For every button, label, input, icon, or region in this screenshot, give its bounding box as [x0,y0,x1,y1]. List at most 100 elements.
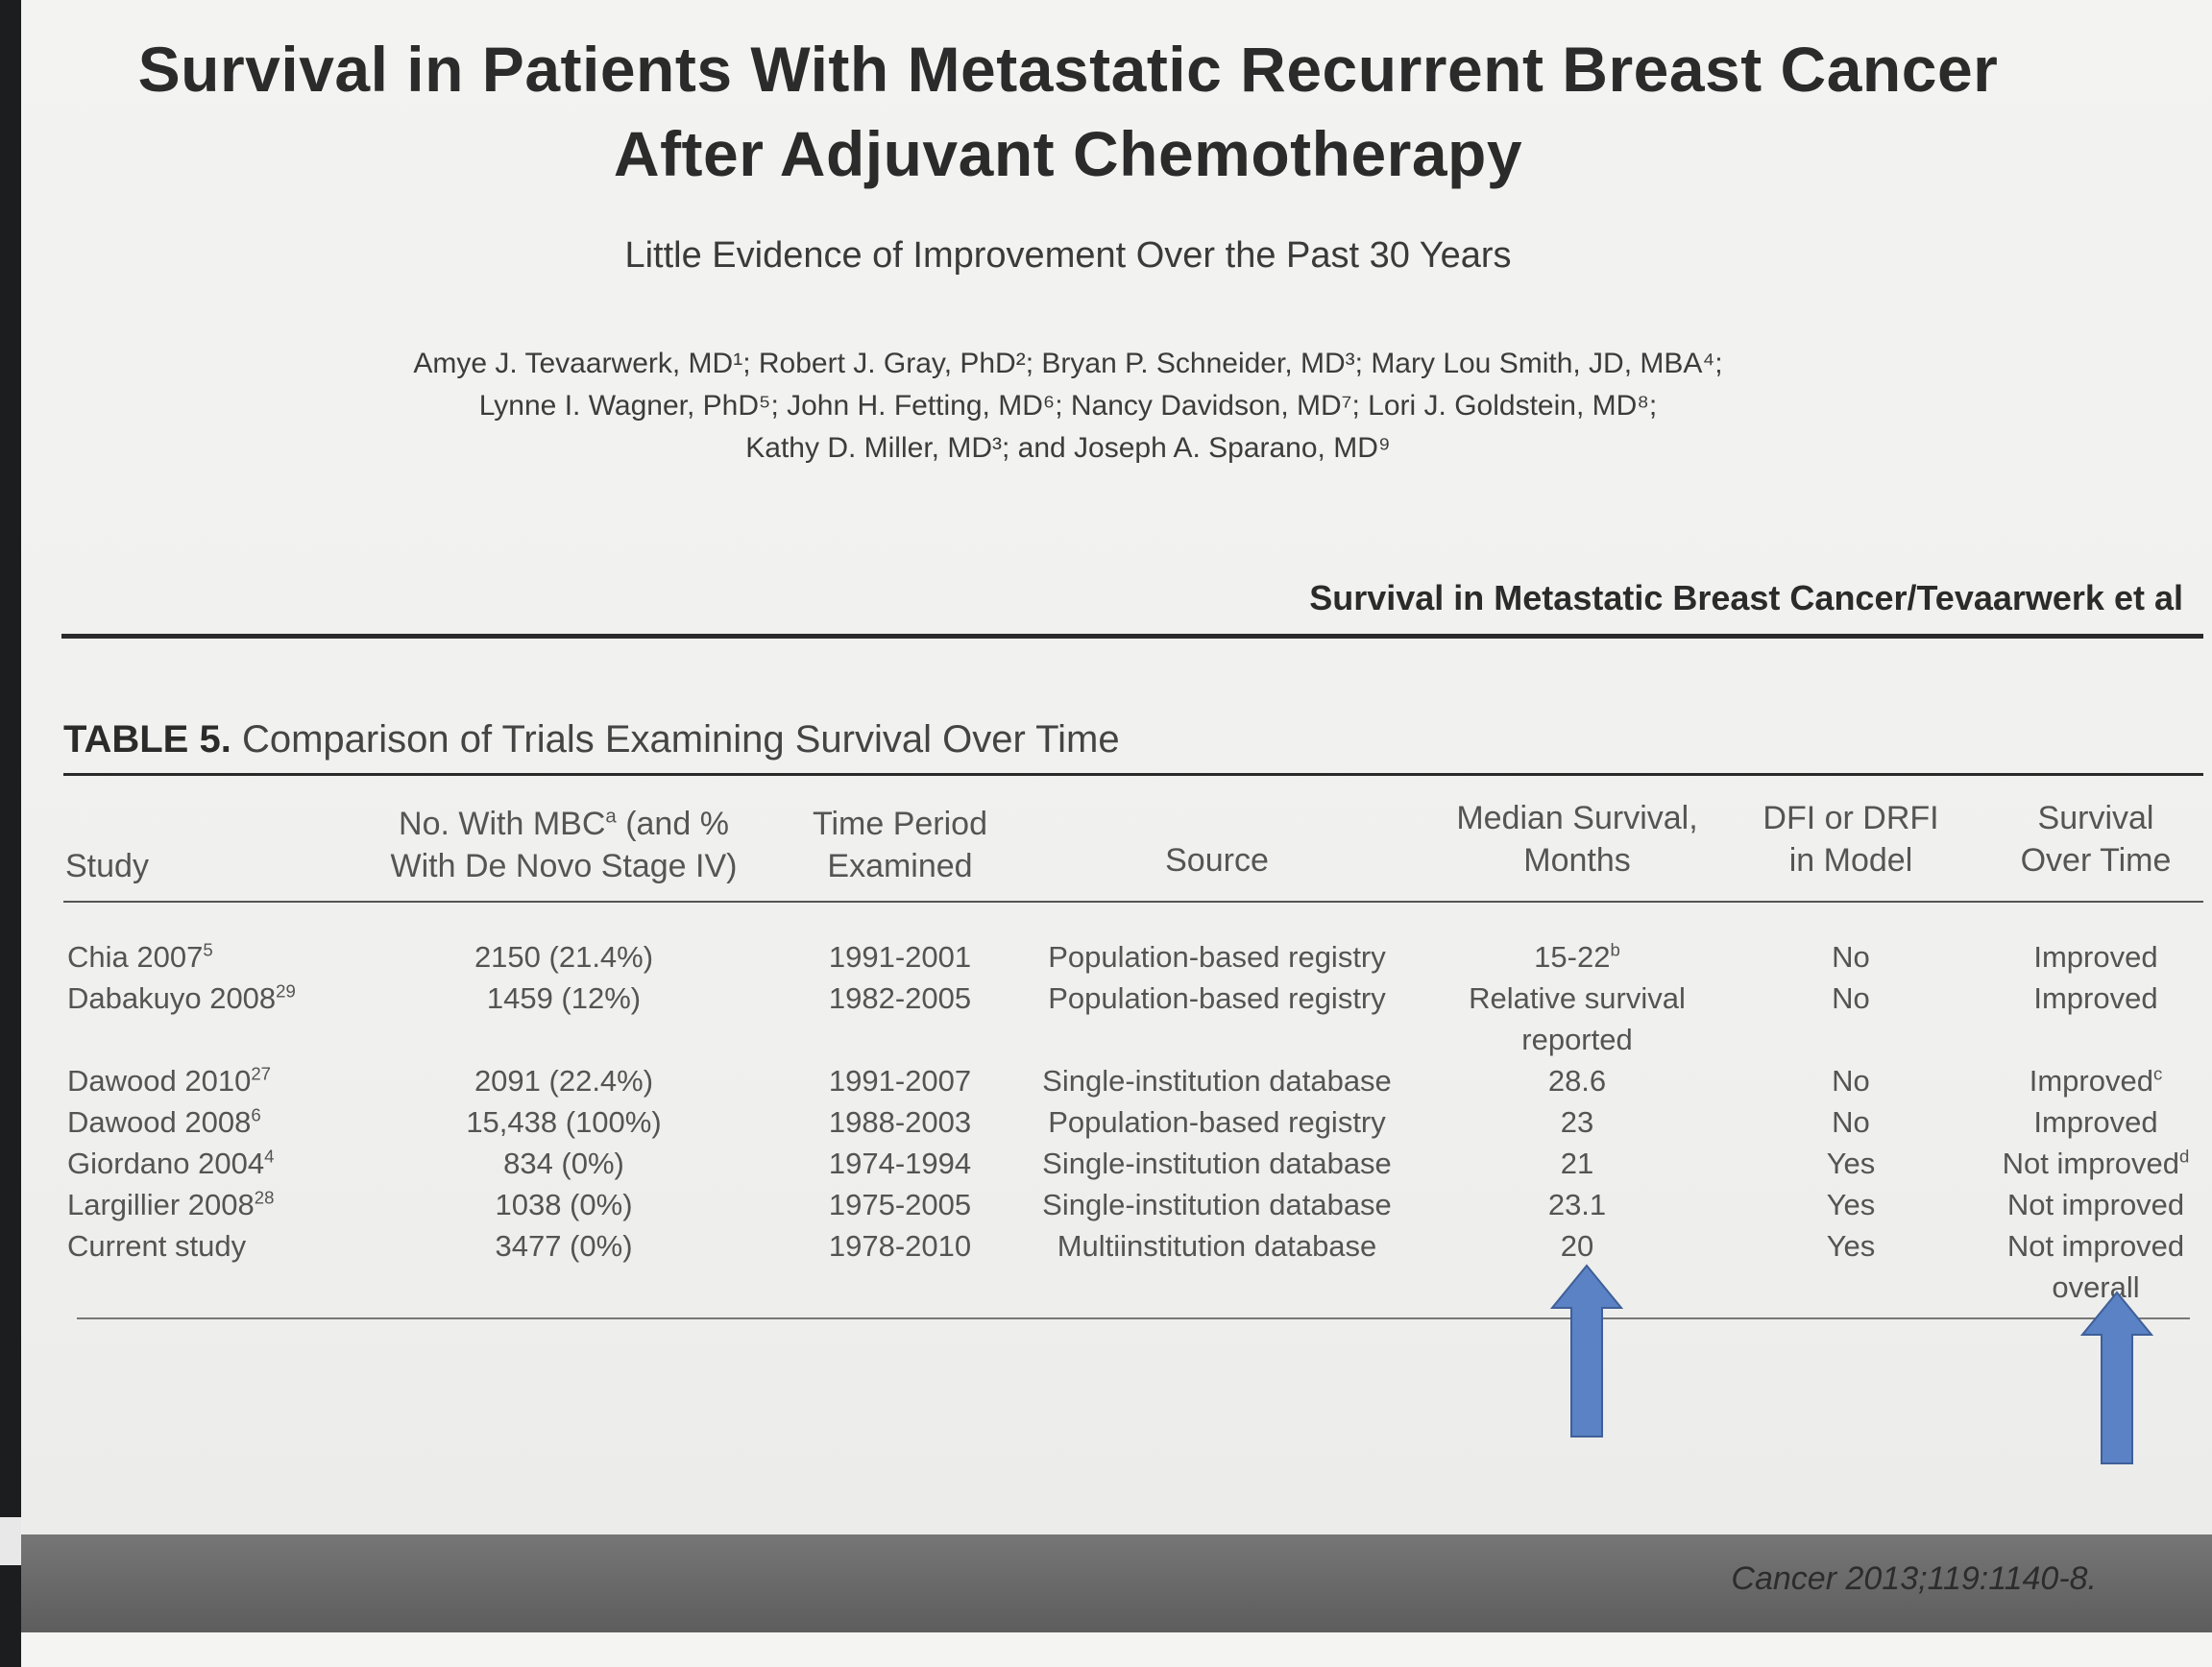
cell-mbc-text: 2150 (21.4%) [474,940,654,974]
subtitle: Little Evidence of Improvement Over the … [624,235,1512,276]
cell-study: Largillier 200828 [67,1184,375,1225]
cell-survival-sup: d [2179,1146,2190,1167]
col-header-median-line2: Months [1523,842,1631,879]
cell-mbc: 1038 (0%) [357,1184,770,1225]
col-header-mbc-sup: a [605,806,617,828]
title-line-1: Survival in Patients With Metastatic Rec… [137,34,1999,105]
cell-source-text: Single-institution database [1042,1064,1392,1098]
authors-line-2: Lynne I. Wagner, PhD⁵; John H. Fetting, … [478,390,1658,422]
col-header-dfi-line2: in Model [1788,842,1913,879]
cell-survival: Not improved [1981,1184,2211,1225]
cell-median-text: 28.6 [1547,1064,1607,1098]
col-header-survival-line1: Survival [2037,800,2154,836]
cell-study-text: Dabakuyo 2008 [67,981,277,1015]
col-header-survival: Survival Over Time [1981,797,2211,882]
cell-survival-sup: c [2152,1063,2163,1084]
cell-period: 1975-2005 [790,1184,1010,1225]
cell-period-text: 1988-2003 [828,1105,972,1139]
table-label: TABLE 5. [63,718,231,761]
cell-median-line2: reported [1521,1023,1633,1056]
cell-survival: Improved [1981,1101,2211,1143]
cell-source: Single-institution database [1030,1184,1404,1225]
cell-median-text: 20 [1560,1229,1594,1263]
cell-study-sup: 4 [264,1146,275,1167]
cell-study: Current study [67,1225,375,1267]
cell-median: 15-22b [1433,936,1721,978]
col-header-study: Study [65,848,149,884]
cell-survival-text: Improved [2033,940,2158,974]
col-header-mbc-tail: (and % [616,806,729,842]
cell-dfi: Yes [1740,1184,1961,1225]
cell-period: 1974-1994 [790,1143,1010,1184]
cell-survival-text: Not improved [2006,1229,2185,1263]
cell-dfi: No [1740,1101,1961,1143]
cell-source: Multiinstitution database [1030,1225,1404,1267]
cell-period-text: 1978-2010 [828,1229,972,1263]
cell-study-sup: 27 [251,1063,272,1084]
cell-period: 1982-2005 [790,978,1010,1019]
cell-period-text: 1991-2007 [828,1064,972,1098]
title-line-2: After Adjuvant Chemotherapy [613,118,1523,189]
col-header-mbc-line2: With De Novo Stage IV) [390,848,738,884]
cell-mbc: 834 (0%) [357,1143,770,1184]
cell-mbc: 3477 (0%) [357,1225,770,1267]
cell-source-text: Multiinstitution database [1057,1229,1377,1263]
cell-study-text: Chia 2007 [67,940,204,974]
cell-dfi-text: No [1832,1064,1870,1098]
cell-study-sup: 28 [254,1187,275,1208]
col-header-dfi: DFI or DRFI in Model [1740,797,1961,882]
bottom-strip [21,1632,2212,1667]
col-header-mbc: No. With MBCa (and % With De Novo Stage … [357,803,770,887]
col-header-median: Median Survival, Months [1433,797,1721,882]
cell-study-text: Dawood 2010 [67,1064,252,1098]
cell-study-text: Current study [67,1229,247,1263]
col-header-period: Time Period Examined [790,803,1010,887]
cell-dfi: Yes [1740,1225,1961,1267]
page-title: Survival in Patients With Metastatic Rec… [21,27,2115,196]
cell-mbc: 2091 (22.4%) [357,1060,770,1101]
cell-dfi-text: No [1832,940,1870,974]
cell-dfi: No [1740,1060,1961,1101]
cell-study-sup: 5 [203,939,213,960]
citation: Cancer 2013;119:1140-8. [1731,1560,2097,1597]
cell-source-text: Population-based registry [1048,940,1386,974]
table-body: Chia 20075 2150 (21.4%) 1991-2001 Populatio… [21,0,2212,1440]
col-header-period-line2: Examined [827,848,973,884]
table-top-rule [63,773,2203,776]
cell-survival: Not improved overall [1981,1225,2211,1308]
cell-period-text: 1991-2001 [828,940,972,974]
cell-dfi: No [1740,936,1961,978]
cell-source: Population-based registry [1030,978,1404,1019]
cell-study: Dabakuyo 200829 [67,978,375,1019]
cell-period-text: 1974-1994 [828,1147,972,1180]
col-header-median-line1: Median Survival, [1456,800,1698,836]
cell-median-text: 15-22 [1534,940,1611,974]
cell-median: 23 [1433,1101,1721,1143]
cell-survival-text: Improved [2033,1105,2158,1139]
cell-survival-text: Not improved [2006,1188,2185,1221]
cell-median: 23.1 [1433,1184,1721,1225]
cell-dfi: Yes [1740,1143,1961,1184]
cell-survival-text: Improved [2029,1064,2153,1098]
authors-line-3: Kathy D. Miller, MD³; and Joseph A. Spar… [745,432,1391,464]
cell-survival: Improvedc [1981,1060,2211,1101]
up-arrow-survival-icon [2079,1291,2154,1464]
running-header: Survival in Metastatic Breast Cancer/Tev… [1309,578,2183,617]
cell-period: 1988-2003 [790,1101,1010,1143]
slide: Survival in Patients With Metastatic Rec… [21,0,2212,1667]
table-bottom-rule [77,1317,2190,1319]
up-arrow-median-icon [1549,1264,1624,1437]
header-rule [61,634,2203,639]
cell-period-text: 1975-2005 [828,1188,972,1221]
cell-mbc: 2150 (21.4%) [357,936,770,978]
cell-median: Relative survival reported [1433,978,1721,1060]
cell-survival: Not improvedd [1981,1143,2211,1184]
cell-dfi: No [1740,978,1961,1019]
cell-mbc-text: 1038 (0%) [495,1188,633,1221]
cell-source-text: Single-institution database [1042,1147,1392,1180]
cell-period: 1991-2007 [790,1060,1010,1101]
col-header-survival-line2: Over Time [2020,842,2172,879]
table-caption: TABLE 5. Comparison of Trials Examining … [63,718,1120,761]
cell-mbc-text: 15,438 (100%) [466,1105,662,1139]
cell-mbc: 15,438 (100%) [357,1101,770,1143]
